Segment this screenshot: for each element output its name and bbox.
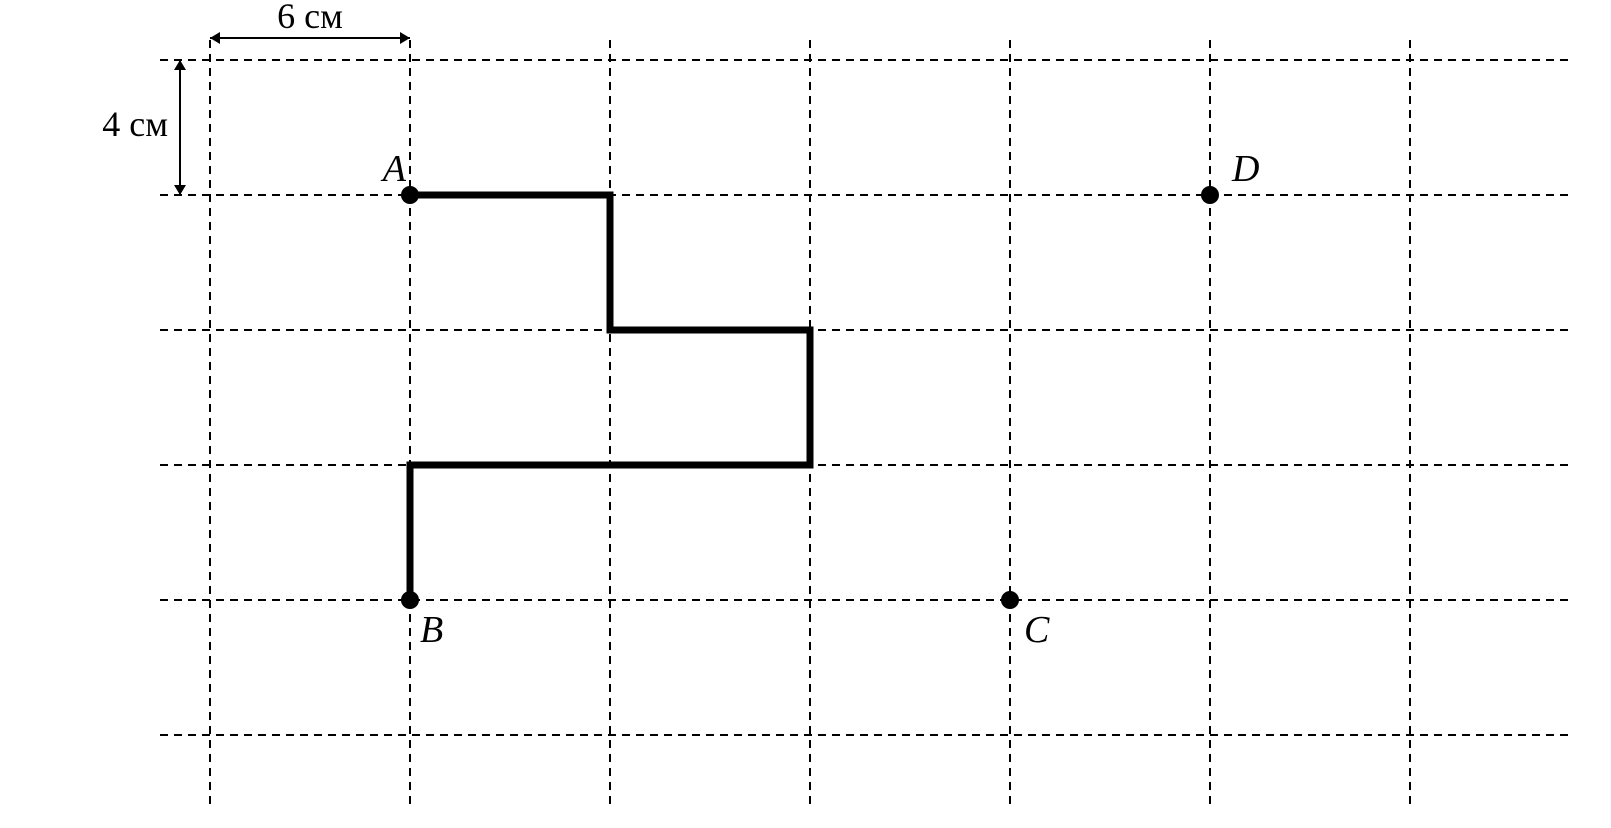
dimension-vertical-label: 4 см (102, 104, 168, 144)
point-label-a: A (380, 148, 407, 190)
point-d (1201, 186, 1219, 204)
dimension-horizontal-label: 6 см (277, 0, 343, 36)
grid-diagram: 6 см 4 см A D B C (0, 0, 1611, 828)
point-b (401, 591, 419, 609)
point-label-c: C (1024, 609, 1050, 651)
point-label-d: D (1231, 148, 1259, 190)
point-c (1001, 591, 1019, 609)
point-label-b: B (420, 609, 443, 651)
background (0, 0, 1611, 828)
